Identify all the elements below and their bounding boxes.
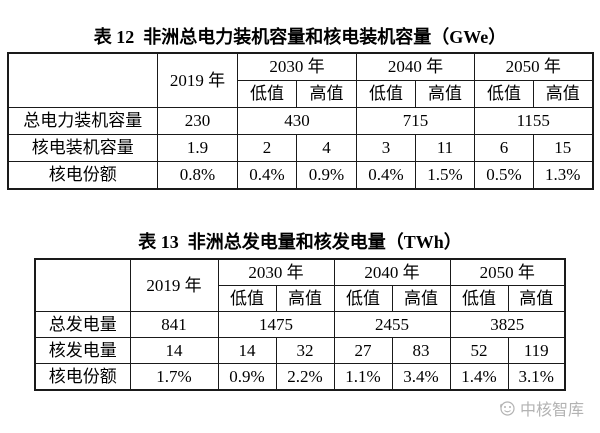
row-label: 核电份额	[7, 161, 158, 190]
table13-subheader-2040-high: 高值	[391, 285, 451, 312]
cell-2040-low: 3	[356, 134, 416, 162]
row-label: 核电份额	[34, 363, 131, 391]
cnnc-thinktank-logo-icon	[500, 400, 515, 416]
cell-2050-high: 15	[533, 134, 593, 162]
cell-2040-merged: 2455	[333, 311, 451, 338]
cell-2040-low: 27	[333, 337, 393, 364]
table12-col-header-2050: 2050 年	[474, 52, 593, 81]
row-label: 核电装机容量	[7, 134, 158, 162]
table12-row-nuclear-share: 核电份额 0.8% 0.4% 0.9% 0.4% 1.5% 0.5% 1.3%	[7, 161, 593, 190]
watermark-text: 中核智库	[519, 402, 584, 419]
row-label: 总发电量	[34, 311, 131, 338]
table12-corner-cell	[7, 52, 158, 108]
cell-2019: 14	[129, 337, 219, 364]
table12-title: 表 12 非洲总电力装机容量和核电装机容量（GWe）	[93, 27, 507, 47]
watermark: 中核智库	[0, 396, 600, 420]
table12: 2019 年 2030 年 2040 年 2050 年 低值 高值 低值 高值 …	[6, 52, 594, 190]
cell-2040-low: 1.1%	[333, 363, 393, 391]
cell-2030-high: 4	[296, 134, 357, 162]
table12-col-header-2040: 2040 年	[356, 52, 475, 81]
table13-corner-cell	[34, 258, 131, 312]
table13-subheader-2030-high: 高值	[275, 285, 335, 312]
cell-2040-low: 0.4%	[356, 161, 416, 190]
cell-2040-high: 3.4%	[391, 363, 451, 391]
cell-2030-high: 2.2%	[275, 363, 335, 391]
cell-2030-low: 2	[237, 134, 297, 162]
cell-2050-high: 3.1%	[507, 363, 566, 391]
cell-2040-high: 1.5%	[415, 161, 475, 190]
table12-row-nuclear-capacity: 核电装机容量 1.9 2 4 3 11 6 15	[7, 134, 593, 162]
cell-2050-low: 52	[449, 337, 509, 364]
cell-2040-high: 83	[391, 337, 451, 364]
table13-col-header-2040: 2040 年	[333, 258, 451, 286]
table12-header-year-row: 2019 年 2030 年 2040 年 2050 年	[7, 52, 593, 108]
table12-row-total-capacity: 总电力装机容量 230 430 715 1155	[7, 107, 593, 135]
table13-col-header-2019: 2019 年	[129, 258, 219, 312]
table12-subheader-2030-high: 高值	[296, 80, 357, 108]
cell-2040-merged: 715	[356, 107, 475, 135]
table13-subheader-2050-high: 高值	[507, 285, 566, 312]
table13-subheader-2040-low: 低值	[333, 285, 393, 312]
table12-subheader-2030-low: 低值	[237, 80, 297, 108]
cell-2030-merged: 1475	[217, 311, 335, 338]
cell-2050-low: 6	[474, 134, 534, 162]
table13-col-header-2030: 2030 年	[217, 258, 335, 286]
cell-2019: 230	[157, 107, 238, 135]
cell-2050-low: 1.4%	[449, 363, 509, 391]
cell-2050-high: 1.3%	[533, 161, 593, 190]
cell-2030-low: 14	[217, 337, 277, 364]
table12-subheader-2040-low: 低值	[356, 80, 416, 108]
cell-2030-high: 0.9%	[296, 161, 357, 190]
cell-2050-merged: 1155	[474, 107, 593, 135]
table12-col-header-2019: 2019 年	[157, 52, 238, 108]
cell-2050-merged: 3825	[449, 311, 566, 338]
table13-row-nuclear-share: 核电份额 1.7% 0.9% 2.2% 1.1% 3.4% 1.4% 3.1%	[34, 363, 566, 391]
table13-header-subrow: 低值 高值 低值 高值 低值 高值	[35, 285, 566, 312]
cell-2050-high: 119	[507, 337, 566, 364]
cell-2030-low: 0.4%	[237, 161, 297, 190]
table13-header-year-row: 2019 年 2030 年 2040 年 2050 年	[34, 258, 566, 312]
cell-2019: 0.8%	[157, 161, 238, 190]
table13-row-total-generation: 总发电量 841 1475 2455 3825	[34, 311, 566, 338]
cell-2030-high: 32	[275, 337, 335, 364]
table13-subheader-2050-low: 低值	[449, 285, 509, 312]
table13-subheader-2030-low: 低值	[217, 285, 277, 312]
table12-subheader-2050-low: 低值	[474, 80, 534, 108]
row-label: 总电力装机容量	[7, 107, 158, 135]
cell-2030-merged: 430	[237, 107, 357, 135]
table12-col-header-2030: 2030 年	[237, 52, 357, 81]
table13: 2019 年 2030 年 2040 年 2050 年 低值 高值 低值 高值 …	[34, 258, 566, 391]
table13-title: 表 13 非洲总发电量和核发电量（TWh）	[138, 232, 462, 252]
cell-2040-high: 11	[415, 134, 475, 162]
table13-row-nuclear-generation: 核发电量 14 14 32 27 83 52 119	[34, 337, 566, 364]
table12-header-subrow: 低值 高值 低值 高值 低值 高值	[8, 80, 593, 108]
cell-2019: 841	[129, 311, 219, 338]
row-label: 核发电量	[34, 337, 131, 364]
table12-subheader-2040-high: 高值	[415, 80, 475, 108]
cell-2030-low: 0.9%	[217, 363, 277, 391]
table13-col-header-2050: 2050 年	[449, 258, 566, 286]
cell-2050-low: 0.5%	[474, 161, 534, 190]
cell-2019: 1.9	[157, 134, 238, 162]
cell-2019: 1.7%	[129, 363, 219, 391]
table12-subheader-2050-high: 高值	[533, 80, 593, 108]
